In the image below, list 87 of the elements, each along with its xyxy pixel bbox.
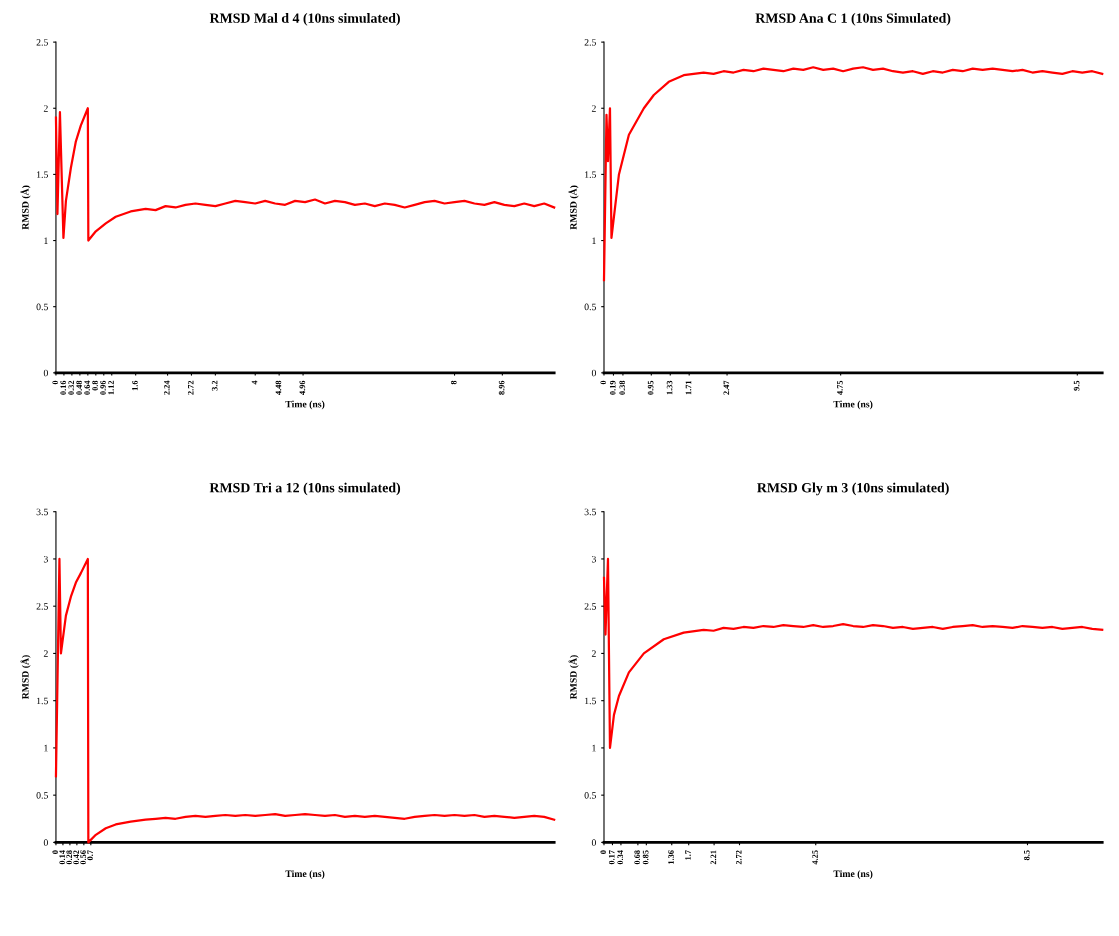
chart-title: RMSD Gly m 3 (10ns simulated) — [757, 482, 949, 496]
x-tick-label: 2.72 — [736, 850, 742, 865]
y-tick-label: 0.5 — [36, 303, 48, 311]
x-tick-label: 1.12 — [108, 380, 114, 395]
x-axis-title: Time (ns) — [833, 400, 873, 410]
x-tick-label: 4.48 — [275, 380, 282, 395]
x-tick-label: 0.17 — [608, 850, 615, 865]
y-tick-label: 2 — [591, 650, 596, 657]
x-tick-label: 2.72 — [187, 380, 194, 395]
x-tick-label: 0.48 — [76, 380, 82, 395]
y-tick-label: 0 — [43, 369, 48, 377]
y-axis-title: RMSD (Å) — [568, 655, 579, 700]
y-tick-label: 1.5 — [585, 697, 596, 705]
line-series — [54, 107, 556, 242]
x-tick-label: 0.64 — [84, 380, 90, 395]
x-axis-title: Time (ns) — [285, 400, 325, 410]
x-tick-label: 2.47 — [723, 380, 730, 395]
x-tick-label: 0.95 — [647, 380, 654, 395]
x-tick-label: 0.32 — [68, 380, 75, 395]
y-tick-label: 1 — [44, 744, 48, 752]
x-tick-label: 0.14 — [59, 850, 66, 865]
x-tick-label: 0 — [600, 380, 607, 385]
y-tick-label: 0.5 — [584, 303, 596, 311]
x-tick-label: 1.33 — [666, 380, 673, 395]
y-tick-label: 1.5 — [37, 697, 48, 705]
y-tick-label: 0 — [43, 839, 48, 846]
x-tick-label: 8 — [450, 380, 457, 385]
y-tick-label: 2 — [43, 650, 48, 657]
y-tick-label: 0 — [591, 369, 596, 377]
y-tick-label: 0 — [591, 839, 596, 846]
x-tick-label: 0.28 — [66, 850, 73, 865]
y-tick-label: 0.5 — [584, 792, 596, 799]
y-tick-label: 2.5 — [36, 39, 48, 46]
x-tick-label: 2.21 — [710, 850, 717, 865]
x-tick-label: 1.7 — [685, 850, 691, 860]
x-tick-label: 8.5 — [1023, 850, 1030, 861]
chart-title: RMSD Mal d 4 (10ns simulated) — [209, 13, 400, 26]
y-tick-label: 3 — [43, 555, 48, 563]
x-tick-label: 8.96 — [498, 380, 505, 395]
x-tick-label: 3.2 — [211, 380, 218, 391]
x-tick-label: 0 — [600, 850, 607, 854]
x-tick-label: 0.16 — [60, 380, 67, 395]
y-tick-label: 2 — [43, 105, 48, 112]
y-tick-label: 1 — [44, 237, 48, 244]
y-axis-title: RMSD (Å) — [568, 185, 579, 230]
x-tick-label: 4.96 — [299, 380, 306, 395]
x-tick-label: 0.85 — [642, 850, 649, 865]
y-tick-label: 3.5 — [584, 508, 596, 516]
y-tick-label: 1.5 — [37, 171, 48, 178]
x-tick-label: 0.19 — [609, 380, 616, 395]
y-tick-label: 2 — [591, 105, 596, 112]
x-tick-label: 1.36 — [668, 850, 674, 864]
x-axis-title: Time (ns) — [833, 870, 873, 879]
x-tick-label: 0.7 — [87, 850, 93, 861]
y-tick-label: 1.5 — [585, 171, 596, 178]
line-series — [602, 557, 1104, 750]
x-tick-label: 0.38 — [619, 380, 626, 395]
x-tick-label: 0.68 — [634, 850, 640, 865]
x-tick-label: 0.8 — [92, 380, 98, 391]
y-tick-label: 2.5 — [584, 39, 596, 46]
y-tick-label: 3 — [591, 555, 596, 563]
y-tick-label: 1 — [592, 744, 596, 752]
y-axis-title: RMSD (Å) — [20, 655, 31, 700]
y-axis-title: RMSD (Å) — [20, 185, 31, 230]
x-tick-label: 0 — [52, 380, 59, 385]
x-tick-label: 1.6 — [132, 380, 138, 391]
x-tick-label: 0.42 — [73, 850, 79, 865]
x-tick-label: 2.24 — [164, 380, 170, 395]
x-tick-label: 0 — [52, 850, 59, 854]
x-tick-label: 1.71 — [685, 380, 692, 395]
y-tick-label: 2.5 — [584, 603, 596, 610]
x-axis-title: Time (ns) — [285, 870, 325, 879]
x-tick-label: 4.75 — [837, 380, 843, 395]
line-series — [54, 557, 556, 844]
y-tick-label: 2.5 — [36, 603, 48, 610]
y-tick-label: 1 — [592, 237, 596, 244]
chart-title: RMSD Ana C 1 (10ns Simulated) — [755, 13, 951, 26]
x-tick-label: 4.25 — [812, 850, 818, 865]
x-tick-label: 0.96 — [100, 380, 106, 395]
x-tick-label: 0.34 — [617, 850, 624, 865]
y-tick-label: 3.5 — [36, 508, 48, 516]
chart-title: RMSD Tri a 12 (10ns simulated) — [209, 482, 401, 496]
x-tick-label: 9.5 — [1073, 380, 1080, 391]
x-tick-label: 0.56 — [80, 850, 86, 865]
y-tick-label: 0.5 — [36, 792, 48, 799]
x-tick-label: 4 — [251, 380, 258, 385]
line-series — [602, 66, 1104, 282]
